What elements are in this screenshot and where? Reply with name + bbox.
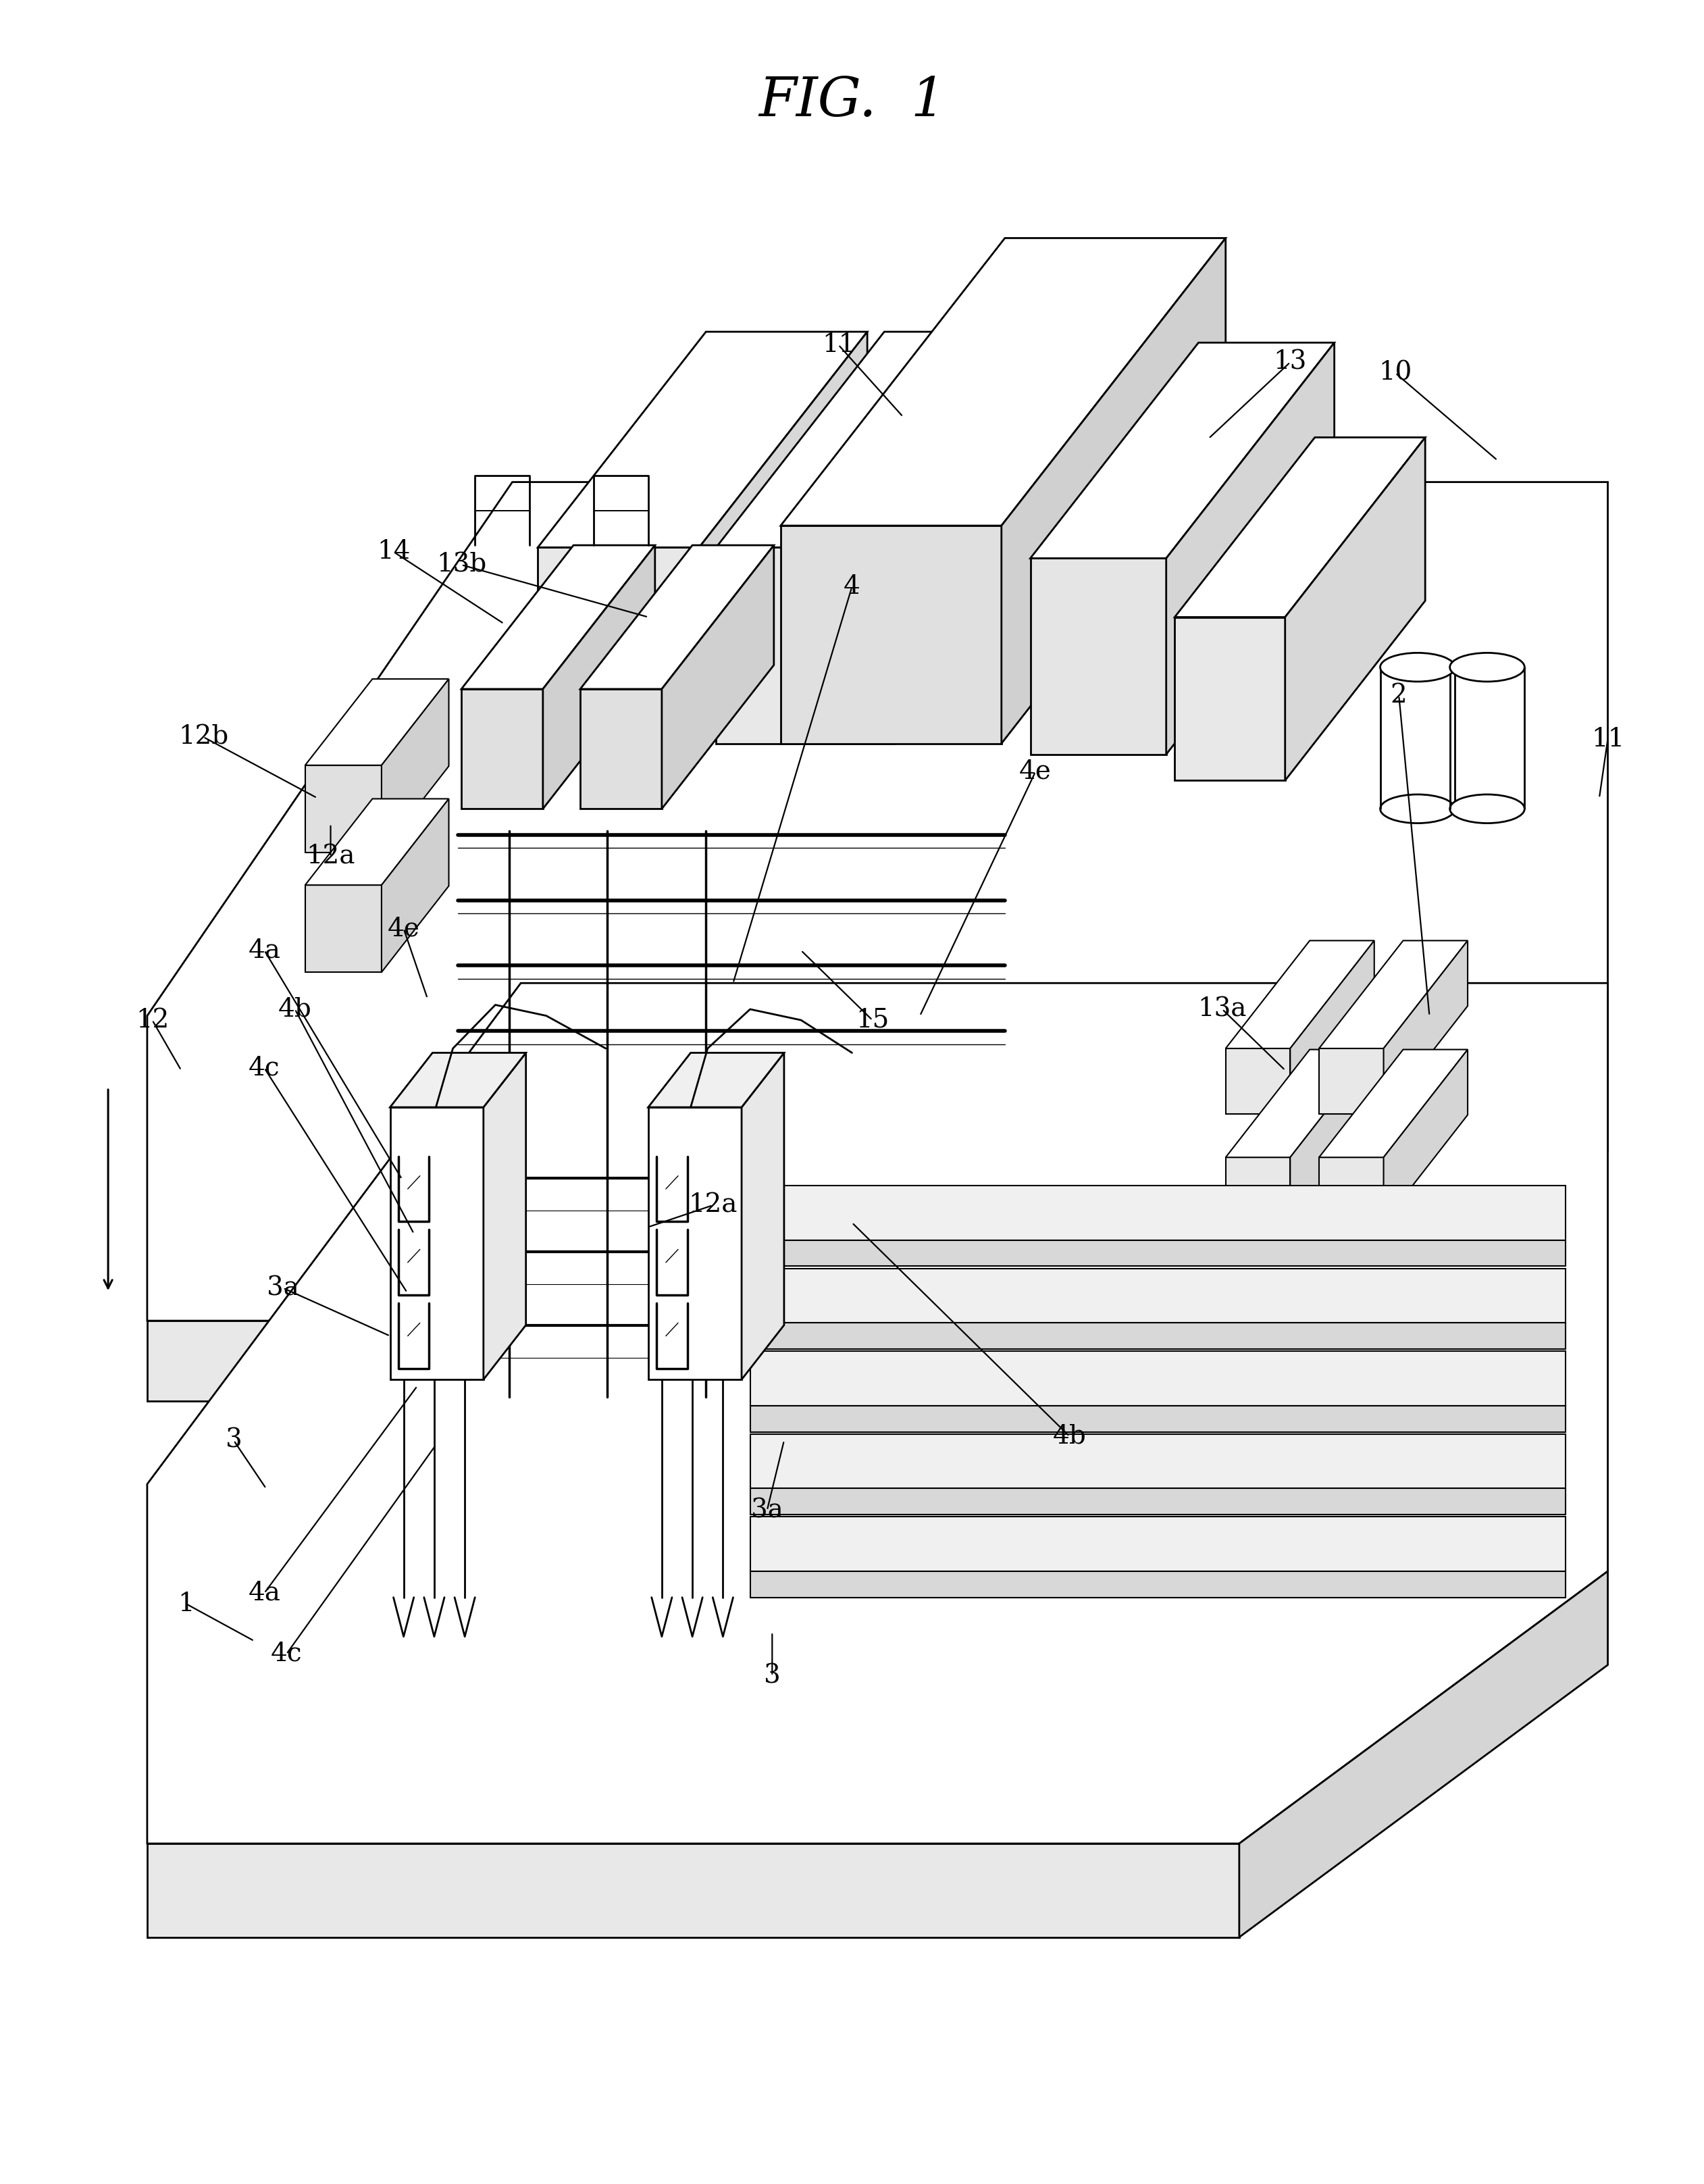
Polygon shape [1225, 941, 1373, 1048]
Text: 15: 15 [855, 1007, 889, 1033]
Polygon shape [648, 1107, 741, 1380]
Ellipse shape [1380, 653, 1455, 681]
Polygon shape [780, 526, 1002, 743]
Polygon shape [390, 1107, 484, 1380]
Text: 10: 10 [1379, 360, 1413, 387]
Polygon shape [484, 1053, 527, 1380]
Polygon shape [1384, 1051, 1467, 1223]
Polygon shape [147, 983, 1609, 1843]
Polygon shape [1290, 941, 1373, 1114]
Polygon shape [305, 799, 448, 885]
Polygon shape [750, 1324, 1566, 1350]
Text: 14: 14 [377, 539, 411, 563]
Polygon shape [1319, 1048, 1384, 1114]
Polygon shape [544, 546, 654, 808]
Polygon shape [581, 546, 774, 688]
Polygon shape [1319, 1158, 1384, 1223]
Text: 13b: 13b [436, 553, 486, 577]
Polygon shape [716, 332, 1063, 548]
Polygon shape [382, 799, 448, 972]
Polygon shape [780, 238, 1225, 526]
Text: 12: 12 [136, 1007, 169, 1033]
Text: 3: 3 [763, 1664, 780, 1688]
Text: 12b: 12b [179, 725, 228, 749]
Polygon shape [1174, 618, 1285, 780]
Polygon shape [390, 1053, 527, 1107]
Text: 4: 4 [843, 574, 861, 598]
Text: 3: 3 [225, 1428, 242, 1452]
Polygon shape [750, 1435, 1566, 1489]
Polygon shape [382, 679, 448, 852]
Text: 4a: 4a [249, 937, 281, 963]
Text: 3a: 3a [751, 1498, 784, 1522]
Polygon shape [1225, 1158, 1290, 1223]
Polygon shape [1031, 559, 1166, 753]
Polygon shape [716, 548, 895, 743]
Text: 13: 13 [1273, 349, 1307, 376]
Text: 4c: 4c [271, 1642, 302, 1666]
Text: 4a: 4a [249, 1581, 281, 1605]
Polygon shape [305, 679, 448, 764]
Polygon shape [1290, 1051, 1373, 1223]
Polygon shape [1031, 343, 1334, 559]
Text: 4e: 4e [387, 915, 419, 941]
Text: 3a: 3a [268, 1275, 300, 1299]
Polygon shape [147, 1321, 1242, 1402]
Text: 2: 2 [1390, 684, 1408, 708]
Text: FIG.  1: FIG. 1 [758, 74, 946, 127]
Polygon shape [1239, 1570, 1609, 1937]
Text: 4e: 4e [1019, 760, 1051, 784]
Polygon shape [1166, 343, 1334, 753]
Polygon shape [648, 1053, 784, 1107]
Polygon shape [1384, 941, 1467, 1114]
Polygon shape [1225, 1051, 1373, 1158]
Polygon shape [750, 1241, 1566, 1267]
Text: 12a: 12a [688, 1192, 738, 1219]
Polygon shape [1319, 941, 1467, 1048]
Polygon shape [305, 885, 382, 972]
Polygon shape [750, 1570, 1566, 1597]
Polygon shape [305, 764, 382, 852]
Polygon shape [699, 332, 867, 743]
Text: 13a: 13a [1198, 996, 1247, 1022]
Polygon shape [581, 688, 661, 808]
Polygon shape [750, 1352, 1566, 1406]
Polygon shape [750, 1186, 1566, 1241]
Text: 1: 1 [177, 1592, 194, 1616]
Text: 4b: 4b [1053, 1424, 1085, 1448]
Polygon shape [147, 483, 1609, 1321]
Polygon shape [462, 688, 544, 808]
Polygon shape [750, 1269, 1566, 1324]
Ellipse shape [1450, 653, 1525, 681]
Ellipse shape [1450, 795, 1525, 823]
Text: 4b: 4b [278, 996, 312, 1022]
Polygon shape [741, 1053, 784, 1380]
Polygon shape [1242, 1070, 1609, 1402]
Polygon shape [538, 548, 699, 743]
Polygon shape [538, 332, 867, 548]
Polygon shape [147, 1843, 1239, 1937]
Polygon shape [750, 1489, 1566, 1514]
Polygon shape [750, 1516, 1566, 1570]
Polygon shape [462, 546, 654, 688]
Ellipse shape [1380, 795, 1455, 823]
Polygon shape [895, 332, 1063, 743]
Text: 12a: 12a [307, 845, 354, 869]
Text: 11: 11 [1592, 727, 1624, 751]
Polygon shape [750, 1406, 1566, 1433]
Text: 4c: 4c [249, 1055, 279, 1081]
Polygon shape [1285, 437, 1425, 780]
Polygon shape [1319, 1051, 1467, 1158]
Polygon shape [1225, 1048, 1290, 1114]
Polygon shape [1002, 238, 1225, 743]
Polygon shape [1174, 437, 1425, 618]
Polygon shape [661, 546, 774, 808]
Text: 11: 11 [821, 332, 855, 358]
